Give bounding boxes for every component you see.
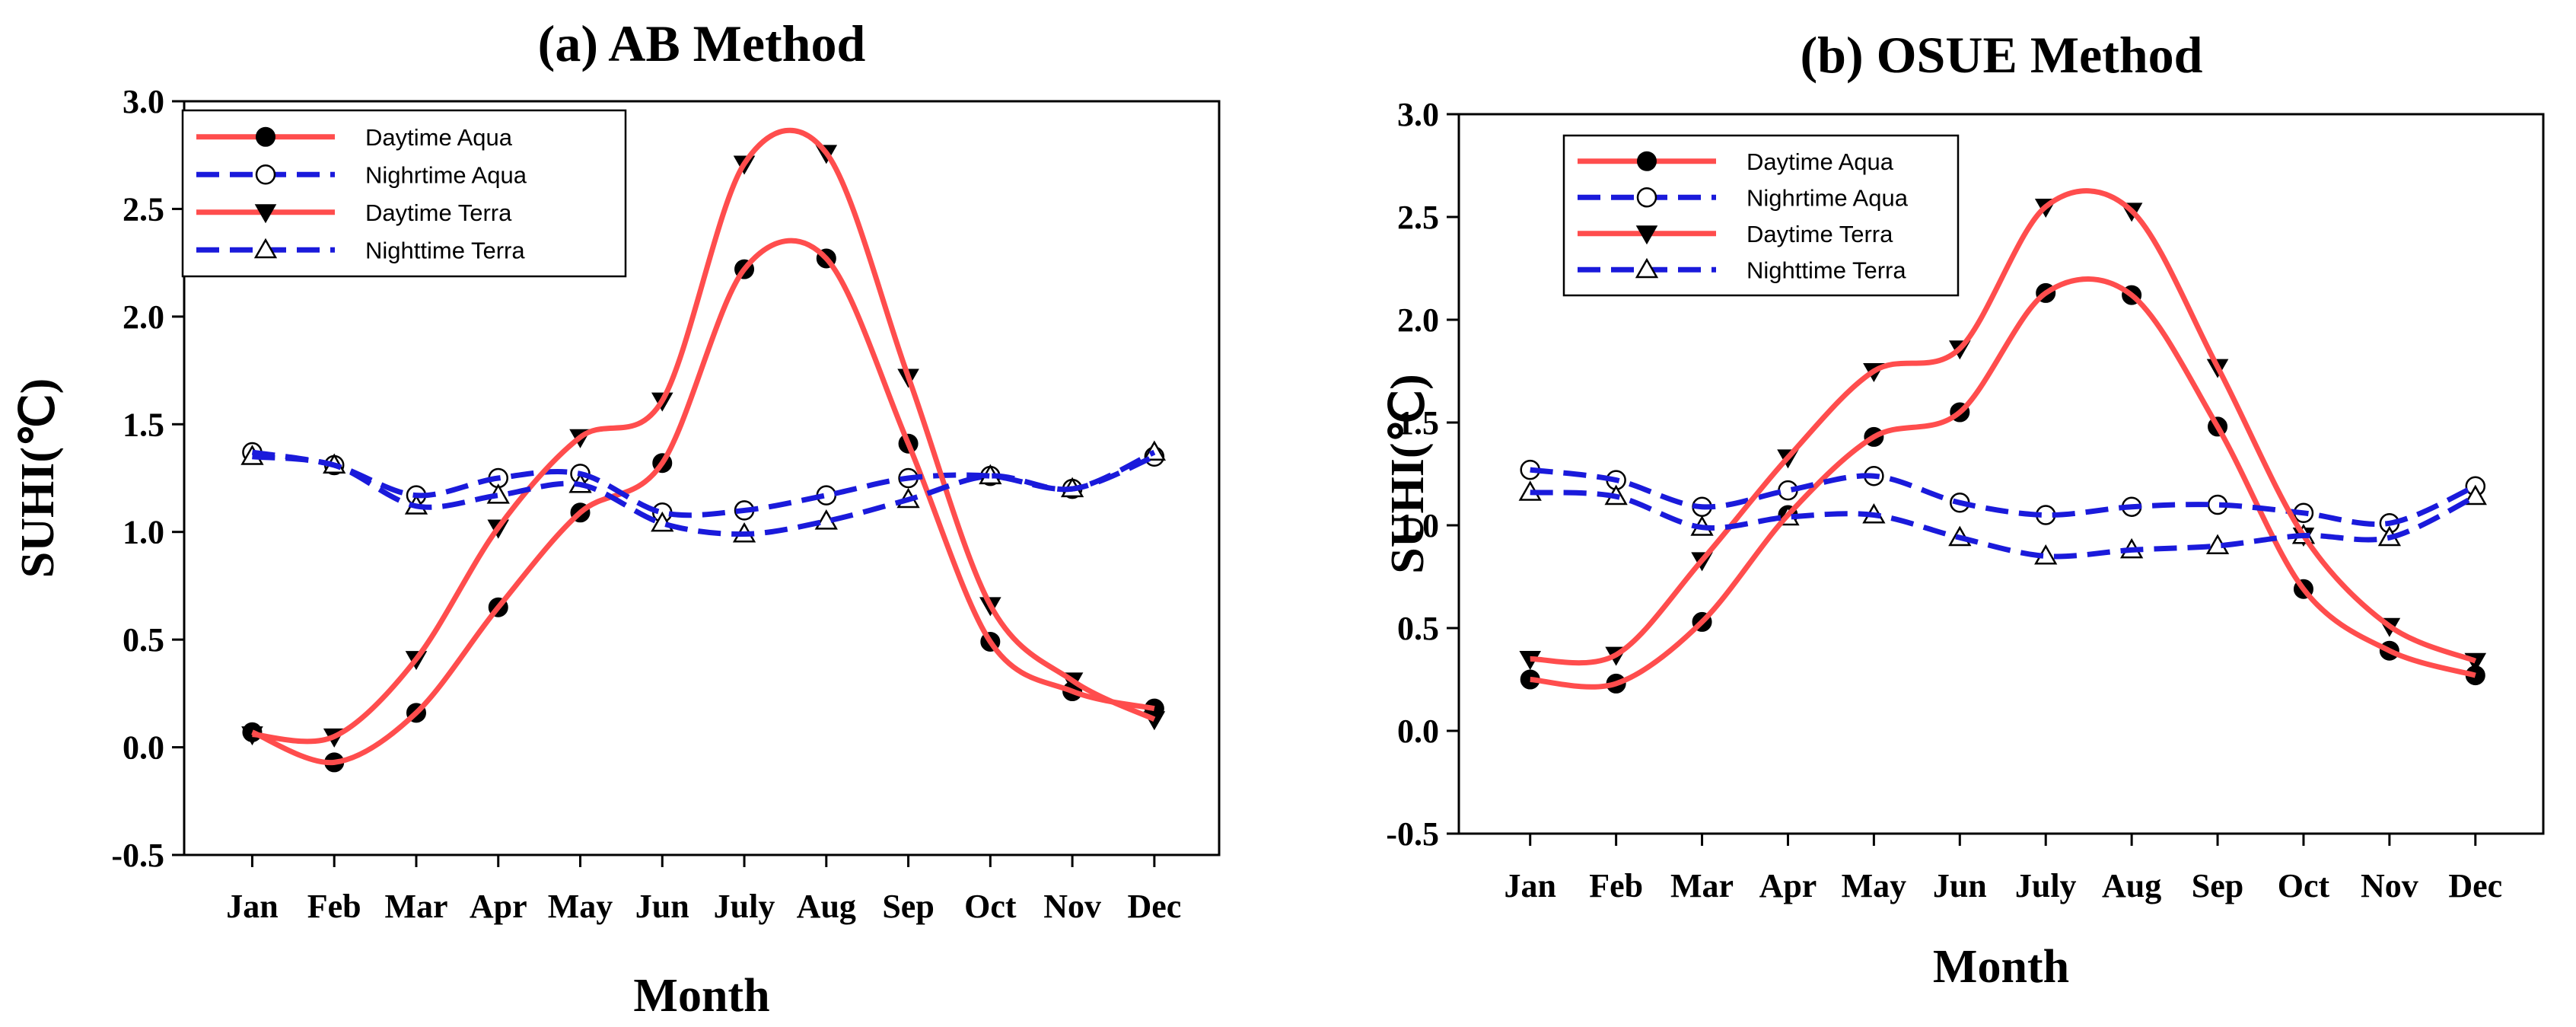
chart-1-x-axis-label: Month <box>1933 941 2069 993</box>
chart-1-x-tick-label: Sep <box>2192 867 2243 904</box>
chart-1-series-line-3 <box>1530 490 2477 560</box>
chart-1-series-line-1 <box>1530 467 2477 527</box>
chart-0-x-tick-label: Jun <box>635 888 689 925</box>
chart-1-x-tick-label: Aug <box>2102 867 2161 904</box>
chart-1-legend-label-3: Nighttime Terra <box>1747 257 1906 283</box>
chart-0-legend-marker-0 <box>256 126 275 147</box>
chart-0-series-line-2 <box>252 127 1156 745</box>
chart-0-y-tick-label: 2.5 <box>123 190 164 228</box>
chart-1-plot-frame <box>1457 113 2545 835</box>
chart-0-x-tick-label: July <box>714 888 775 925</box>
chart-1-y-tick-label: 2.0 <box>1397 301 1439 339</box>
chart-0-series-line-1 <box>251 449 1156 518</box>
chart-1-legend-marker-1 <box>1636 187 1657 208</box>
chart-0-series-line-3 <box>252 449 1156 537</box>
chart-1-x-tick-label: Jan <box>1504 867 1555 904</box>
chart-0-y-tick-label: 3.0 <box>123 83 164 120</box>
chart-1-x-tick-label: May <box>1842 867 1907 904</box>
chart-1-x-tick-label: Mar <box>1670 867 1734 904</box>
chart-0: (a) AB Method -0.5 0.0 0.5 1.0 1.5 2.0 2.5 3.0 Ja… <box>12 14 1221 1022</box>
chart-0-x-tick-label: Sep <box>882 888 934 925</box>
chart-1-y-tick-label: 0.5 <box>1397 610 1439 647</box>
chart-0-x-tick-label: May <box>548 888 613 925</box>
chart-0-x-tick-label: Aug <box>797 888 856 925</box>
chart-1-x-tick-label: Feb <box>1589 867 1643 904</box>
chart-0-x-tick-label: Oct <box>964 888 1017 925</box>
chart-0-legend-marker-2 <box>254 204 277 224</box>
chart-1-legend-marker-3 <box>1635 257 1659 279</box>
chart-0-y-tick-label: 2.0 <box>123 298 164 336</box>
chart-0-legend-marker-3 <box>253 238 278 259</box>
chart-0-x-tick-label: Nov <box>1043 888 1101 925</box>
chart-0-y-tick-label: 0.5 <box>123 621 164 659</box>
chart-1-x-tick-label: Dec <box>2448 867 2502 904</box>
chart-1-y-tick-label: 3.0 <box>1397 96 1439 133</box>
chart-1-series-line-0 <box>1530 276 2476 690</box>
chart-1-legend-marker-0 <box>1637 151 1657 171</box>
chart-1-y-tick-label: 2.5 <box>1397 199 1439 236</box>
chart-1-x-tick-label: Apr <box>1759 867 1817 904</box>
chart-1-x-tick-label: Oct <box>2278 867 2330 904</box>
chart-0-y-tick-label: 1.5 <box>123 406 164 443</box>
chart-0-series-3-point <box>1142 440 1167 461</box>
chart-1-x-tick-label: July <box>2015 867 2077 904</box>
chart-0-series-line-0 <box>251 238 1155 766</box>
chart-0-y-axis-label: SUHI(℃) <box>12 378 64 579</box>
chart-0-x-tick-label: Feb <box>307 888 361 925</box>
chart-1-x-tick-label: Jun <box>1933 867 1987 904</box>
chart-1-series-3-point <box>2463 484 2487 506</box>
chart-1: (b) OSUE Method -0.5 0.0 0.5 1.0 1.5 2.0 2.5 3.0… <box>1382 26 2545 993</box>
chart-0-y-tick-label: 1.0 <box>123 514 164 551</box>
chart-1-legend-label-2: Daytime Terra <box>1747 221 1893 247</box>
chart-0-legend-label-3: Nighttime Terra <box>365 237 525 263</box>
chart-0-x-axis-label: Month <box>633 970 769 1022</box>
chart-1-y-tick-label: 1.5 <box>1397 404 1439 442</box>
chart-0-legend-label-0: Daytime Aqua <box>365 124 513 151</box>
chart-1-y-tick-label: -0.5 <box>1386 815 1439 853</box>
chart-0-x-tick-label: Jan <box>226 888 278 925</box>
chart-1-legend-marker-2 <box>1635 225 1658 245</box>
chart-1-legend-label-1: Nighrtime Aqua <box>1747 184 1909 211</box>
chart-0-legend-marker-1 <box>255 164 276 185</box>
chart-0-plot-frame <box>183 100 1221 856</box>
chart-1-legend-label-0: Daytime Aqua <box>1747 148 1894 175</box>
chart-0-title: (a) AB Method <box>538 14 866 72</box>
chart-0-legend-label-1: Nighrtime Aqua <box>365 161 527 188</box>
chart-0-x-tick-label: Mar <box>384 888 447 925</box>
chart-1-y-axis-label: SUHI(℃) <box>1382 374 1434 574</box>
chart-0-y-tick-label: -0.5 <box>111 837 164 874</box>
chart-1-x-tick-label: Nov <box>2361 867 2418 904</box>
chart-1-y-tick-label: 0.0 <box>1397 713 1439 750</box>
chart-0-legend-label-2: Daytime Terra <box>365 199 512 226</box>
chart-1-y-tick-label: 1.0 <box>1397 507 1439 544</box>
chart-0-x-tick-label: Apr <box>470 888 527 925</box>
chart-0-y-tick-label: 0.0 <box>123 729 164 767</box>
chart-1-title: (b) OSUE Method <box>1801 26 2203 84</box>
chart-0-x-tick-label: Dec <box>1127 888 1181 925</box>
